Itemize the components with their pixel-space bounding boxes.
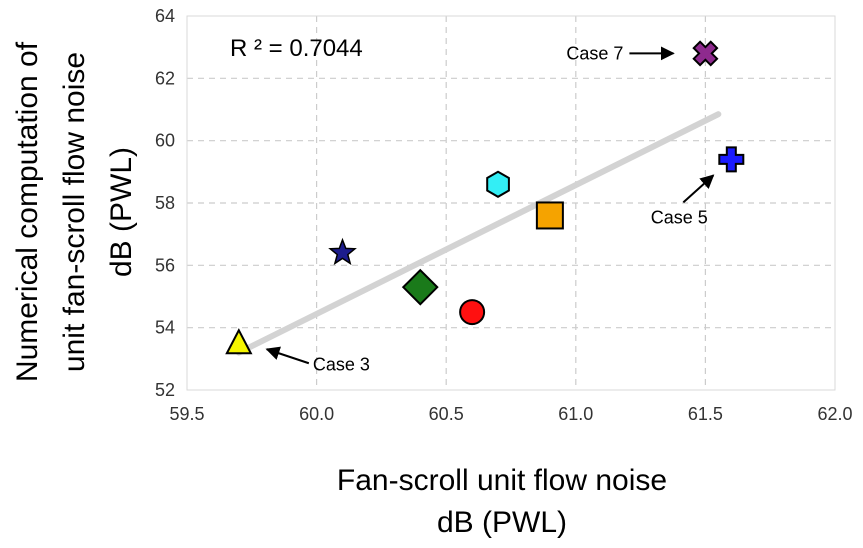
y-tick-label: 62 [155, 68, 175, 88]
plot-area-border [186, 15, 836, 391]
x-tick-label: 60.0 [299, 404, 334, 424]
y-tick-label: 60 [155, 131, 175, 151]
data-point-star [328, 237, 357, 266]
annotation-arrow [265, 346, 310, 365]
points-group [225, 40, 745, 355]
grid [187, 16, 835, 390]
trendline-group [235, 111, 722, 356]
y-axis-title-line-1: Numerical computation of [11, 41, 44, 382]
x-tick-label: 61.0 [558, 404, 593, 424]
data-point-circle [459, 299, 486, 326]
y-tick-label: 58 [155, 193, 175, 213]
tick-labels: 59.5 60.0 60.5 61.0 61.5 62.0 52 54 56 58 60 62 64 [155, 6, 853, 424]
annotations-group: Case 3 Case 5 Case 7 [265, 43, 715, 374]
data-point-square [535, 201, 564, 230]
annotation-label: Case 3 [313, 354, 370, 374]
y-tick-label: 64 [155, 6, 175, 26]
x-axis-title-line-1: Fan-scroll unit flow noise [337, 464, 667, 497]
y-tick-label: 52 [155, 380, 175, 400]
x-tick-label: 62.0 [817, 404, 852, 424]
data-point-x [692, 40, 719, 67]
r-squared-label: R ² = 0.7044 [230, 35, 363, 62]
y-tick-label: 56 [155, 255, 175, 275]
annotation-label: Case 7 [566, 43, 623, 63]
x-tick-label: 59.5 [169, 404, 204, 424]
x-tick-label: 60.5 [429, 404, 464, 424]
y-axis-title-line-3: dB (PWL) [105, 147, 138, 277]
annotation-label: Case 5 [651, 207, 708, 227]
trendline [235, 111, 722, 356]
x-tick-label: 61.5 [688, 404, 723, 424]
y-axis-title: Numerical computation of unit fan-scroll… [11, 41, 138, 382]
y-axis-title-line-2: unit fan-scroll flow noise [58, 52, 91, 372]
y-tick-label: 54 [155, 318, 175, 338]
x-axis-title-line-2: dB (PWL) [437, 506, 567, 539]
data-point-plus [718, 146, 745, 173]
x-axis-title: Fan-scroll unit flow noise dB (PWL) [337, 464, 667, 539]
data-point-diamond [401, 268, 439, 306]
annotation-arrow [682, 174, 715, 204]
data-point-triangle [225, 328, 253, 355]
data-point-hexagon [486, 170, 510, 198]
